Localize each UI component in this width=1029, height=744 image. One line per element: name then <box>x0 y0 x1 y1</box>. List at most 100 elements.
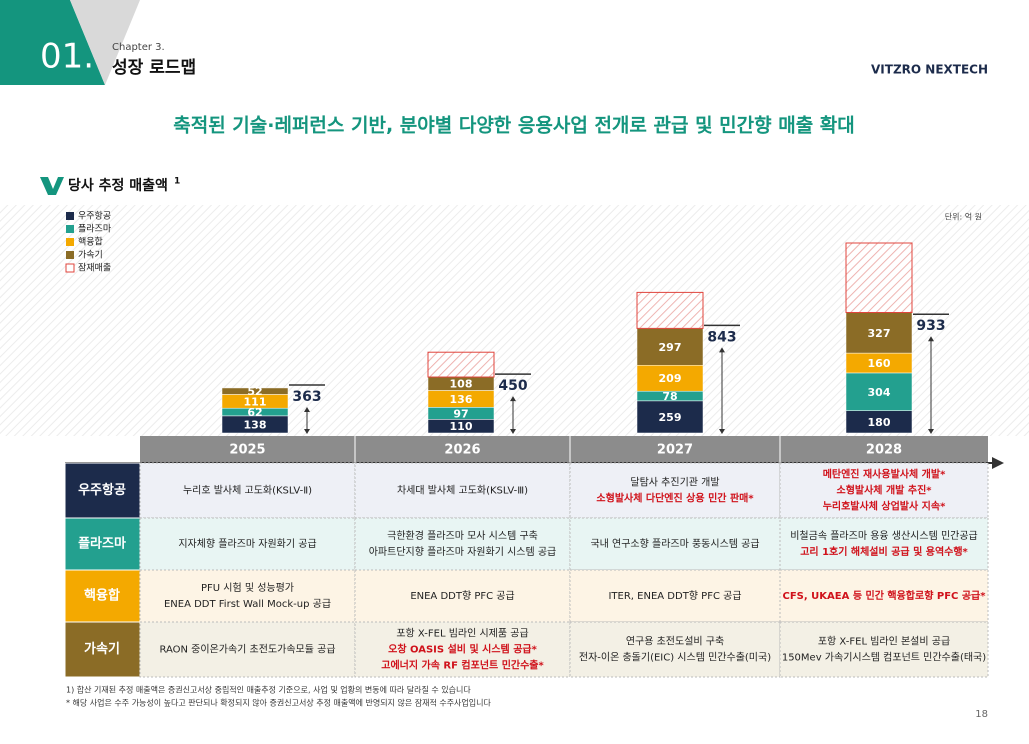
cell-text: ITER, ENEA DDT향 PFC 공급 <box>608 590 741 602</box>
cell-text: 차세대 발사체 고도화(KSLV-Ⅲ) <box>397 485 528 497</box>
cell <box>139 569 356 623</box>
data-label: 138 <box>244 418 267 431</box>
bar-segment <box>427 351 495 378</box>
page-title: 성장 로드맵 <box>112 58 196 78</box>
cell <box>354 462 571 519</box>
bar-segment <box>636 291 704 329</box>
cell-text: ENEA DDT향 PFC 공급 <box>410 590 514 602</box>
cell <box>139 517 356 571</box>
data-label: 110 <box>450 420 473 433</box>
data-label: 327 <box>868 327 891 340</box>
data-label: 111 <box>244 395 267 408</box>
data-label: 108 <box>450 378 473 391</box>
data-label: 180 <box>868 416 891 429</box>
footnote: 1) 합산 기재된 추정 매출액은 증권신고서상 중립적인 매출추정 기준으로,… <box>66 685 471 695</box>
cell-text: 달탐사 추진기관 개발 <box>630 477 719 489</box>
bar-segment <box>845 372 913 411</box>
row-header <box>64 517 141 571</box>
cell-text: RAON 중이온가속기 초전도가속모듈 공급 <box>159 644 335 656</box>
cell-text: 아파트단지향 플라즈마 자원화기 시스템 공급 <box>369 546 557 558</box>
bar-segment <box>845 312 913 354</box>
cell <box>569 462 781 519</box>
arrow-head <box>304 429 310 434</box>
x-tick-label: 2028 <box>866 443 902 458</box>
cell-text: 포항 X-FEL 빔라인 시제품 공급 <box>396 628 528 640</box>
cell <box>569 621 781 678</box>
x-tick-label: 2027 <box>657 443 693 458</box>
legend-label: 잠재매출 <box>78 263 111 274</box>
legend-swatch <box>66 225 74 233</box>
legend-swatch <box>66 238 74 246</box>
arrow-head <box>928 336 934 342</box>
total-label: 843 <box>707 329 736 345</box>
bar-segment <box>636 328 704 366</box>
arrow-head <box>510 429 516 434</box>
cell <box>569 569 781 623</box>
legend-label: 가속기 <box>78 250 103 261</box>
cell-text: CFS, UKAEA 등 민간 핵융합로향 PFC 공급* <box>783 589 987 602</box>
logo: VITZRO NEXTECH <box>871 63 988 77</box>
total-label: 933 <box>916 318 945 334</box>
legend-swatch <box>66 251 74 259</box>
cell-text: 누리호발사체 상업발사 지속* <box>823 500 946 513</box>
x-tick-label: 2026 <box>444 443 480 458</box>
data-label: 160 <box>868 357 891 370</box>
header-decor <box>70 0 140 85</box>
data-label: 62 <box>247 406 262 419</box>
cell <box>779 462 989 519</box>
footnote: * 해당 사업은 수주 가능성이 높다고 판단되나 확정되지 않아 증권신고서상… <box>66 698 491 708</box>
row-header-label: 가속기 <box>84 642 120 657</box>
data-label: 97 <box>453 407 468 420</box>
section-number: 01. <box>40 37 94 77</box>
headline: 축적된 기술·레퍼런스 기반, 분야별 다양한 응용사업 전개로 관급 및 민간… <box>173 114 855 137</box>
cell-text: 고리 1호기 해체설비 공급 및 용역수행* <box>800 545 968 558</box>
bar-segment <box>221 387 289 395</box>
bar-segment <box>636 400 704 434</box>
timeline-arrow <box>992 457 1004 469</box>
cell-text: 전자-이온 충돌기(EIC) 시스템 민간수출(미국) <box>579 652 771 664</box>
cell-text: 소형발사체 다단엔진 상용 민간 판매* <box>596 492 754 505</box>
cell-text: 지자체향 플라즈마 자원화기 공급 <box>178 538 316 550</box>
legend-swatch <box>66 212 74 220</box>
cell-text: 150Mev 가속기시스템 컴포넌트 민간수출(태국) <box>782 652 986 664</box>
arrow-head <box>510 396 516 402</box>
cell-text: ENEA DDT First Wall Mock-up 공급 <box>164 598 331 610</box>
row-header-label: 핵융합 <box>84 588 120 604</box>
total-label: 450 <box>498 378 527 394</box>
cell-text: 누리호 발사체 고도화(KSLV-Ⅱ) <box>183 485 312 497</box>
data-label: 52 <box>247 385 262 398</box>
section-title: 당사 추정 매출액 <box>68 177 168 194</box>
cell-text: PFU 시험 및 성능평가 <box>201 582 294 594</box>
cell <box>779 621 989 678</box>
data-label: 136 <box>450 393 473 406</box>
cell-text: 국내 연구소향 플라즈마 풍동시스템 공급 <box>590 538 759 550</box>
total-label: 363 <box>292 389 321 405</box>
section-sup: 1 <box>174 177 180 187</box>
cell <box>354 517 571 571</box>
cell-text: 오창 OASIS 설비 및 시스템 공급* <box>388 643 538 656</box>
legend-swatch <box>65 263 75 273</box>
cell-text: 고에너지 가속 RF 컴포넌트 민간수출* <box>381 659 544 672</box>
cell <box>779 569 989 623</box>
cell <box>139 621 356 678</box>
legend-label: 우주항공 <box>78 211 111 222</box>
year-band <box>140 436 988 463</box>
cell-text: 메탄엔진 재사용발사체 개발* <box>823 468 946 481</box>
unit: 단위: 억 원 <box>945 212 982 222</box>
cell-text: 비철금속 플라즈마 용융 생산시스템 민간공급 <box>790 530 978 542</box>
arrow-head <box>928 429 934 434</box>
cell-text: 소형발사체 개발 추진* <box>837 484 933 497</box>
legend-label: 플라즈마 <box>78 224 112 235</box>
row-header-label: 우주항공 <box>78 482 126 498</box>
arrow-head <box>719 347 725 353</box>
cell <box>779 517 989 571</box>
row-header <box>64 621 141 678</box>
cell-text: 극한환경 플라즈마 모사 시스템 구축 <box>387 529 538 542</box>
page-number: 18 <box>975 709 988 720</box>
row-header-label: 플라즈마 <box>78 536 126 552</box>
bar-segment <box>636 364 704 392</box>
cell-text: 연구용 초전도설비 구축 <box>626 636 724 648</box>
cell-text: 포항 X-FEL 빔라인 본설비 공급 <box>818 636 950 648</box>
section-icon <box>40 177 64 195</box>
